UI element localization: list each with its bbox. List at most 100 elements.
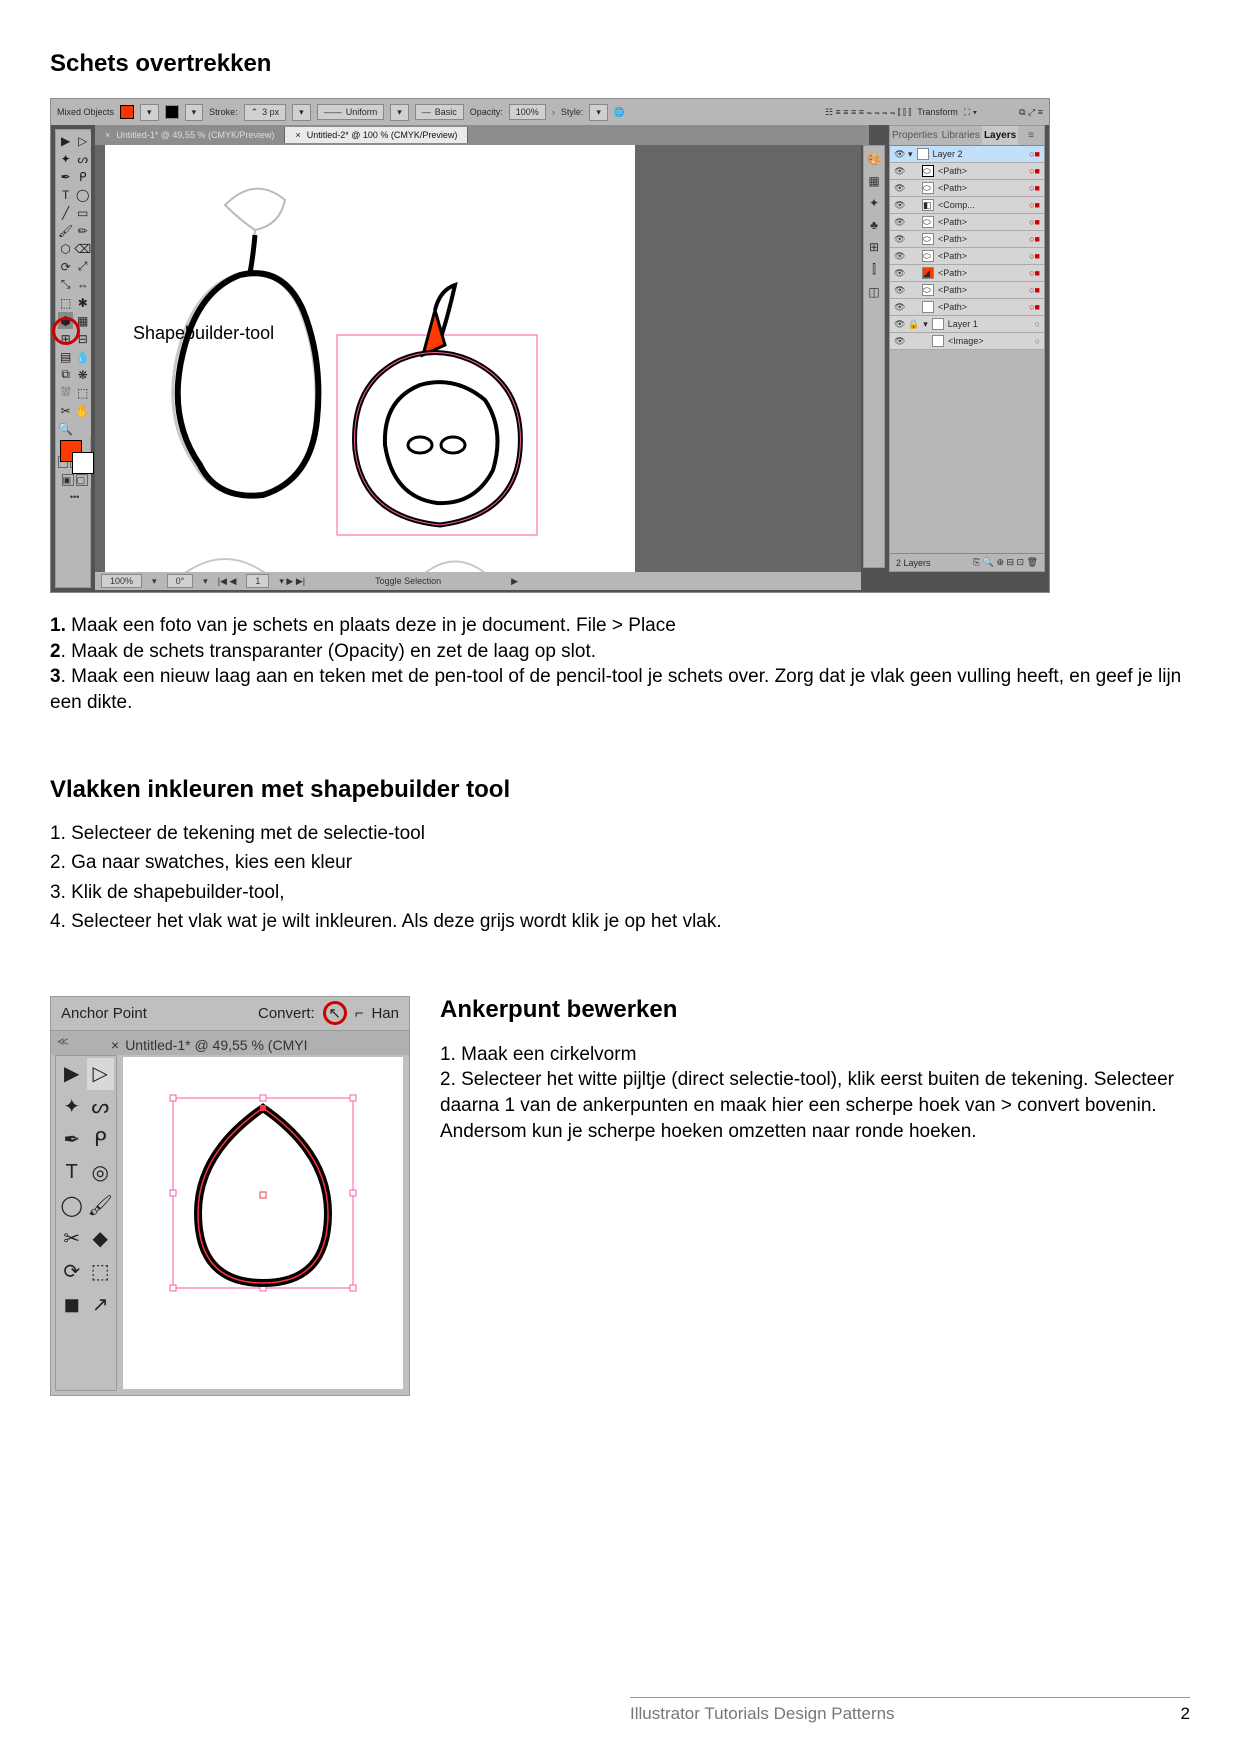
layer-row[interactable]: 👁<Image>○ xyxy=(890,333,1044,350)
doc-tab[interactable]: ×Untitled-1* @ 49,55 % (CMYI xyxy=(111,1037,307,1053)
zoom-tool-icon[interactable]: 🔍 xyxy=(58,420,73,437)
profile-uniform[interactable]: —— Uniform xyxy=(317,104,385,120)
shaper-tool-icon[interactable]: ⬡ xyxy=(58,240,73,257)
fill-stroke-swatch[interactable] xyxy=(58,438,91,474)
stroke-swatch[interactable] xyxy=(165,105,179,119)
brush-basic[interactable]: — Basic xyxy=(415,104,464,120)
layer-row[interactable]: 👁⬭<Path>○■ xyxy=(890,180,1044,197)
paintbrush-icon[interactable]: 🖌 xyxy=(87,1190,115,1222)
paintbrush-icon[interactable]: 🖌 xyxy=(58,222,73,239)
rotate-field[interactable]: 0° xyxy=(167,574,194,588)
rect-tool-icon[interactable]: ▭ xyxy=(74,204,91,221)
screen-mode-icons[interactable]: ▣▢ xyxy=(58,474,91,488)
brushes-panel-icon[interactable]: ✦ xyxy=(869,196,879,210)
reflect-tool-icon[interactable]: ⤢ xyxy=(74,258,91,275)
ellipse-tool-icon[interactable]: ◯ xyxy=(58,1190,86,1222)
lasso-tool-icon[interactable]: ᔕ xyxy=(87,1091,115,1123)
globe-icon[interactable]: 🌐 xyxy=(614,107,625,118)
collapse-icon[interactable]: ≪ xyxy=(57,1035,69,1048)
libraries-tab[interactable]: Libraries xyxy=(940,126,982,145)
brush-dropdown[interactable]: ▾ xyxy=(390,104,409,121)
pen-tool-icon[interactable]: ✒ xyxy=(58,1124,86,1156)
layer-row[interactable]: 👁⬭<Path>○■ xyxy=(890,248,1044,265)
touch-type-icon[interactable]: ◎ xyxy=(87,1157,115,1189)
eyedropper-icon[interactable]: 💧 xyxy=(74,348,91,365)
align-panel-icon[interactable]: ⫿ xyxy=(872,262,876,277)
convert-corner-icon[interactable]: ↖ xyxy=(323,1001,347,1025)
convert-smooth-icon[interactable]: ⌐ xyxy=(355,1005,364,1022)
rotate-tool-icon[interactable]: ⟳ xyxy=(58,1256,86,1288)
style-dropdown[interactable]: ▾ xyxy=(589,104,608,121)
free-transform-icon[interactable]: ↗ xyxy=(87,1289,115,1321)
blob-brush-icon[interactable]: ✏ xyxy=(74,222,91,239)
layer-row[interactable]: 👁◢<Path>○■ xyxy=(890,265,1044,282)
fill-dropdown[interactable]: ▾ xyxy=(140,104,159,121)
layer-row-layer2[interactable]: 👁▾ Layer 2○■ xyxy=(890,146,1044,163)
scale-tool-icon[interactable]: ⤡ xyxy=(58,276,73,293)
artboard-tool-icon[interactable]: ⬚ xyxy=(74,384,91,401)
gradient-tool-icon[interactable]: ▤ xyxy=(58,348,73,365)
profile-dropdown[interactable]: ▾ xyxy=(292,104,311,121)
layer-row[interactable]: 👁⬭<Path>○■ xyxy=(890,214,1044,231)
type-tool-icon[interactable]: T xyxy=(58,186,73,203)
doc-tab-1[interactable]: ×Untitled-1* @ 49,55 % (CMYK/Preview) xyxy=(95,127,285,143)
symbols-panel-icon[interactable]: ♣ xyxy=(870,218,878,232)
color-panel-icon[interactable]: 🎨 xyxy=(867,152,882,166)
stroke-panel-icon[interactable]: ⊞ xyxy=(869,240,879,254)
magic-wand-icon[interactable]: ✦ xyxy=(58,1091,86,1123)
direct-selection-tool-icon[interactable]: ▷ xyxy=(74,132,91,149)
artboard[interactable] xyxy=(105,145,635,572)
zoom-field[interactable]: 100% xyxy=(101,574,142,588)
direct-selection-tool-icon[interactable]: ▷ xyxy=(87,1058,115,1090)
layer-row[interactable]: 👁⬭<Path>○■ xyxy=(890,231,1044,248)
layers-tab[interactable]: Layers xyxy=(982,126,1018,145)
free-transform-icon[interactable]: ⬚ xyxy=(58,294,73,311)
curvature-tool-icon[interactable]: ᑭ xyxy=(87,1124,115,1156)
visibility-icon[interactable]: 👁 xyxy=(894,149,904,160)
slice-tool-icon[interactable]: ✂ xyxy=(58,402,73,419)
selection-tool-icon[interactable]: ▶ xyxy=(58,132,73,149)
artboard-2[interactable] xyxy=(123,1057,403,1389)
artboard-nav-icons[interactable]: |◀ ◀ xyxy=(218,576,237,587)
scroll-arrow-icon[interactable]: ▶ xyxy=(511,576,518,587)
layer-row[interactable]: 👁⬭<Path>○■ xyxy=(890,282,1044,299)
line-tool-icon[interactable]: ╱ xyxy=(58,204,73,221)
artboard-nav-icons[interactable]: ▾ ▶ ▶| xyxy=(279,576,305,587)
touch-type-icon[interactable]: ◯ xyxy=(74,186,91,203)
puppet-warp-icon[interactable]: ✱ xyxy=(74,294,91,311)
properties-tab[interactable]: Properties xyxy=(890,126,940,145)
type-tool-icon[interactable]: T xyxy=(58,1157,86,1189)
selection-tool-icon[interactable]: ▶ xyxy=(58,1058,86,1090)
eraser-tool-icon[interactable]: ◆ xyxy=(87,1223,115,1255)
layers-actions-icons[interactable]: ⎘ 🔍 ⊕ ⊟ ⊡ 🗑 xyxy=(973,557,1038,568)
edit-toolbar-icon[interactable]: ••• xyxy=(58,492,91,509)
stroke-dropdown[interactable]: ▾ xyxy=(185,104,204,121)
pathfinder-panel-icon[interactable]: ◫ xyxy=(868,285,879,299)
doc-tab-2[interactable]: ×Untitled-2* @ 100 % (CMYK/Preview) xyxy=(285,127,468,143)
rotate-tool-icon[interactable]: ⟳ xyxy=(58,258,73,275)
layer-row-layer1[interactable]: 👁🔒▾Layer 1○ xyxy=(890,316,1044,333)
align-icons[interactable]: ☷ ≡ ≡ ≡ ≡ ⫬ ⫬ ⫬ ⫬ ⫿ ⫿ ⫿ xyxy=(825,107,911,118)
eraser-tool-icon[interactable]: ⌫ xyxy=(74,240,91,257)
transform-label[interactable]: Transform xyxy=(917,107,958,117)
panel-menu-icon[interactable]: ≡ xyxy=(1018,126,1044,145)
arrange-icons[interactable]: ⧉ ⤢ ≡ xyxy=(1019,107,1043,118)
symbol-sprayer-icon[interactable]: ❋ xyxy=(74,366,91,383)
swatch-panel-icon[interactable]: ▦ xyxy=(868,174,879,188)
curvature-tool-icon[interactable]: ᑭ xyxy=(74,168,91,185)
width-tool-icon[interactable]: ⇔ xyxy=(74,276,91,293)
layer-row[interactable]: 👁<Path>○■ xyxy=(890,299,1044,316)
magic-wand-icon[interactable]: ✦ xyxy=(58,150,73,167)
column-graph-icon[interactable]: ⛆ xyxy=(58,384,73,401)
stroke-width-field[interactable]: ⌃3 px xyxy=(244,104,287,121)
blend-tool-icon[interactable]: ⧉ xyxy=(58,366,73,383)
scissors-icon[interactable]: ✂ xyxy=(58,1223,86,1255)
layer-row[interactable]: 👁◧<Comp...○■ xyxy=(890,197,1044,214)
opacity-field[interactable]: 100% xyxy=(509,104,546,120)
hand-tool-icon[interactable]: ✋ xyxy=(74,402,91,419)
lasso-tool-icon[interactable]: ᔕ xyxy=(74,150,91,167)
pen-tool-icon[interactable]: ✒ xyxy=(58,168,73,185)
layer-row[interactable]: 👁⬭<Path>○■ xyxy=(890,163,1044,180)
fill-swatch[interactable] xyxy=(120,105,134,119)
scale-tool-icon[interactable]: ⬚ xyxy=(87,1256,115,1288)
